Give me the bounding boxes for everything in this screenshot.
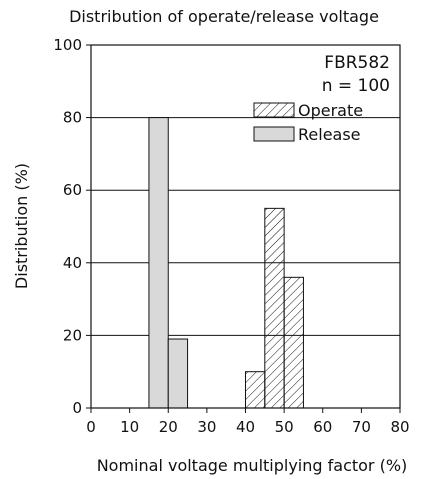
legend-label-operate: Operate [298, 101, 363, 120]
y-axis-label: Distribution (%) [12, 163, 31, 289]
bars [148, 117, 304, 409]
plot-frame [90, 44, 401, 409]
bar-operate-45-50 [264, 207, 285, 409]
y-tick-label-20: 20 [63, 326, 82, 344]
y-tick-label-40: 40 [63, 254, 82, 272]
x-axis-label: Nominal voltage multiplying factor (%) [97, 456, 408, 475]
x-tick-label-30: 30 [197, 418, 216, 436]
y-tick-label-0: 0 [72, 399, 82, 417]
y-axis-ticks: 0 20 40 60 80 100 [53, 36, 91, 417]
bar-operate-50-55 [283, 276, 304, 409]
bar-release-20-25 [167, 338, 189, 409]
legend-swatch-release [253, 126, 295, 142]
x-tick-label-20: 20 [159, 418, 178, 436]
legend-swatch-operate [253, 102, 295, 118]
x-tick-label-80: 80 [390, 418, 409, 436]
bar-operate-40-45 [245, 371, 266, 409]
x-tick-label-10: 10 [120, 418, 139, 436]
sample-size-annotation: n = 100 [322, 76, 390, 96]
legend-label-release: Release [298, 125, 361, 144]
bar-release-15-20 [148, 117, 169, 409]
model-annotation: FBR582 [324, 53, 390, 73]
gridlines [91, 117, 400, 336]
chart-title: Distribution of operate/release voltage [69, 7, 379, 26]
x-tick-label-70: 70 [352, 418, 371, 436]
x-tick-label-40: 40 [236, 418, 255, 436]
y-tick-label-60: 60 [63, 181, 82, 199]
legend: Operate Release [253, 101, 363, 144]
y-tick-label-100: 100 [53, 36, 82, 54]
x-axis-ticks: 0 10 20 30 40 50 60 70 80 [86, 408, 410, 436]
x-tick-label-50: 50 [275, 418, 294, 436]
x-tick-label-0: 0 [86, 418, 96, 436]
y-tick-label-80: 80 [63, 109, 82, 127]
x-tick-label-60: 60 [313, 418, 332, 436]
